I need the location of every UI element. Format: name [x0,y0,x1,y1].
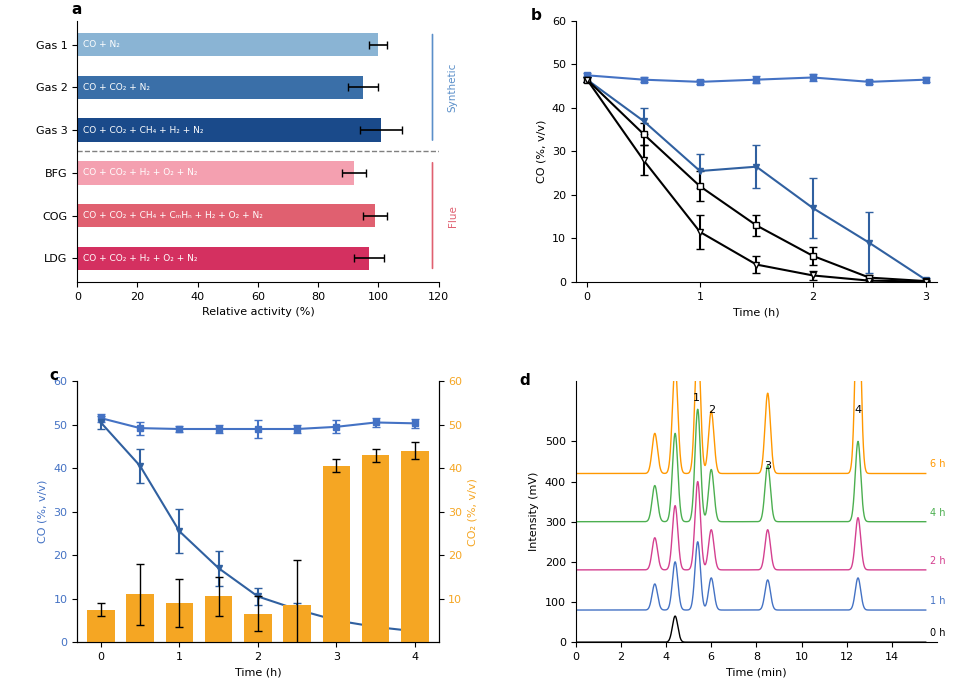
Text: CO + CO₂ + N₂: CO + CO₂ + N₂ [83,83,151,92]
Y-axis label: CO (%, v/v): CO (%, v/v) [536,120,547,183]
X-axis label: Time (min): Time (min) [726,667,786,678]
Bar [362,455,389,642]
Bar [87,609,115,642]
Text: CO + CO₂ + CH₄ + CₘHₙ + H₂ + O₂ + N₂: CO + CO₂ + CH₄ + CₘHₙ + H₂ + O₂ + N₂ [83,211,263,220]
Bar [77,119,382,142]
Y-axis label: CO (%, v/v): CO (%, v/v) [38,480,48,543]
Text: CO + N₂: CO + N₂ [83,40,120,49]
Text: 3: 3 [764,461,771,471]
Text: Flue: Flue [447,205,458,227]
Text: Synthetic: Synthetic [447,63,458,112]
Bar [77,75,363,99]
Text: 4 h: 4 h [930,507,946,518]
Bar [77,246,369,270]
Y-axis label: Intensity (mV): Intensity (mV) [529,472,539,551]
Y-axis label: CO₂ (%, v/v): CO₂ (%, v/v) [468,477,478,546]
Text: 1 h: 1 h [930,596,946,606]
Text: b: b [530,8,542,23]
Bar [77,161,355,184]
Bar [205,597,233,642]
Bar [165,603,193,642]
Bar [77,33,379,57]
Text: CO + CO₂ + H₂ + O₂ + N₂: CO + CO₂ + H₂ + O₂ + N₂ [83,254,198,263]
Text: 0 h: 0 h [930,628,946,638]
Text: 4: 4 [855,406,862,415]
Text: c: c [50,368,59,383]
Text: 2: 2 [708,406,715,415]
Text: a: a [71,2,82,17]
X-axis label: Relative activity (%): Relative activity (%) [202,307,314,317]
Text: d: d [520,373,530,388]
Bar [283,605,311,642]
Text: 6 h: 6 h [930,459,946,470]
Bar [323,466,350,642]
Text: CO + CO₂ + H₂ + O₂ + N₂: CO + CO₂ + H₂ + O₂ + N₂ [83,168,198,177]
X-axis label: Time (h): Time (h) [733,307,780,317]
Bar [77,204,376,228]
Bar [244,614,271,642]
X-axis label: Time (h): Time (h) [235,667,281,678]
Bar [401,451,429,642]
Text: 2 h: 2 h [930,556,946,566]
Text: 1: 1 [693,393,700,403]
Text: CO + CO₂ + CH₄ + H₂ + N₂: CO + CO₂ + CH₄ + H₂ + N₂ [83,126,204,135]
Bar [127,594,154,642]
